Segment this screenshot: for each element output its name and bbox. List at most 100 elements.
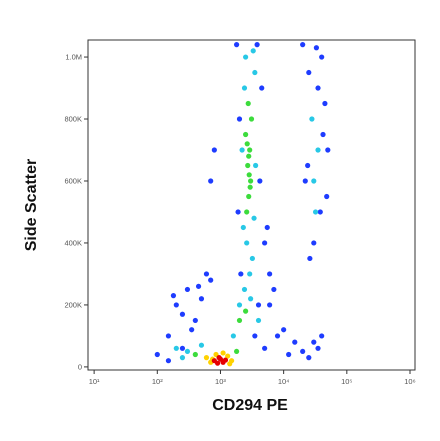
event-dot — [220, 350, 226, 356]
event-dot — [262, 240, 268, 246]
event-dot — [214, 360, 221, 366]
event-dot — [241, 286, 248, 293]
event-dot — [246, 172, 252, 178]
event-dot — [319, 54, 325, 60]
event-dot — [236, 116, 243, 122]
event-dot — [305, 162, 311, 169]
event-dot — [292, 339, 298, 345]
event-dot — [179, 311, 186, 317]
event-dot — [251, 215, 257, 221]
event-dot — [248, 116, 255, 122]
event-dot — [307, 255, 313, 262]
event-dot — [233, 348, 240, 355]
event-dot — [249, 255, 255, 262]
event-dot — [184, 348, 191, 355]
event-dot — [236, 302, 243, 308]
event-dot — [264, 224, 270, 231]
event-dot — [312, 209, 319, 215]
event-dot — [235, 209, 241, 215]
event-dot — [203, 271, 210, 277]
event-dot — [238, 271, 244, 277]
event-dot — [192, 317, 198, 324]
event-dot — [170, 293, 177, 299]
event-dot — [250, 48, 256, 54]
y-tick-label: 0 — [78, 362, 82, 371]
event-dot — [173, 345, 179, 351]
event-dot — [227, 361, 233, 367]
event-dot — [203, 355, 210, 361]
x-axis-title: CD294 PE — [212, 397, 288, 414]
event-dot — [246, 193, 252, 200]
event-dot — [247, 147, 253, 153]
event-dot — [300, 42, 306, 48]
event-dot — [313, 45, 320, 51]
x-tick-label: 10⁵ — [341, 377, 352, 386]
event-dot — [208, 178, 214, 184]
x-tick-label: 10⁶ — [404, 377, 415, 386]
event-dot — [244, 209, 250, 215]
event-dot — [248, 296, 254, 302]
event-dot — [236, 317, 243, 324]
event-dot — [208, 277, 214, 283]
event-dot — [243, 54, 249, 60]
event-dot — [241, 85, 248, 91]
event-dot — [259, 85, 265, 91]
event-dot — [246, 153, 252, 159]
event-dot — [192, 351, 198, 358]
event-dot — [311, 339, 317, 345]
event-dot — [254, 42, 260, 48]
event-dot — [322, 100, 328, 107]
x-tick-label: 10¹ — [89, 377, 100, 386]
event-dot — [274, 333, 281, 339]
event-dot — [311, 178, 317, 184]
y-tick-label: 800K — [64, 115, 82, 124]
y-axis-title: Side Scatter — [23, 159, 40, 251]
event-dot — [165, 358, 172, 364]
event-dot — [179, 355, 186, 361]
event-dot — [198, 342, 205, 348]
event-dot — [173, 302, 179, 308]
event-dot — [306, 355, 312, 361]
event-dot — [198, 296, 205, 302]
event-dot — [247, 184, 253, 190]
event-dot — [315, 85, 321, 91]
event-dot — [244, 141, 250, 147]
y-tick-label: 400K — [64, 238, 82, 247]
event-dot — [252, 333, 258, 339]
event-dot — [267, 271, 273, 277]
event-dot — [230, 333, 236, 339]
event-dot — [245, 162, 251, 169]
event-dot — [306, 69, 312, 76]
event-dot — [165, 333, 172, 339]
event-dot — [319, 333, 325, 339]
event-dot — [216, 355, 222, 361]
event-dot — [320, 131, 326, 138]
event-dot — [317, 209, 323, 215]
x-tick-label: 10⁴ — [278, 377, 290, 386]
event-dot — [211, 147, 217, 153]
event-dot — [252, 69, 258, 76]
event-dot — [255, 317, 262, 324]
event-dot — [311, 240, 317, 246]
event-dot — [281, 327, 287, 333]
event-dot — [243, 308, 249, 314]
event-dot — [325, 147, 331, 153]
event-dot — [195, 283, 202, 289]
x-tick-label: 10² — [152, 377, 163, 386]
event-dot — [225, 353, 231, 359]
event-dot — [245, 100, 251, 107]
event-dot — [257, 178, 263, 184]
event-dot — [240, 224, 246, 231]
y-tick-label: 200K — [64, 300, 82, 309]
event-dot — [309, 116, 315, 122]
event-dot — [286, 351, 292, 358]
event-dot — [262, 345, 268, 351]
event-dot — [189, 327, 195, 333]
event-dot — [243, 131, 249, 138]
event-dot — [184, 286, 191, 293]
event-dot — [315, 147, 321, 153]
event-dot — [271, 286, 277, 293]
y-tick-label: 1.0M — [65, 53, 82, 62]
event-dot — [324, 193, 330, 200]
